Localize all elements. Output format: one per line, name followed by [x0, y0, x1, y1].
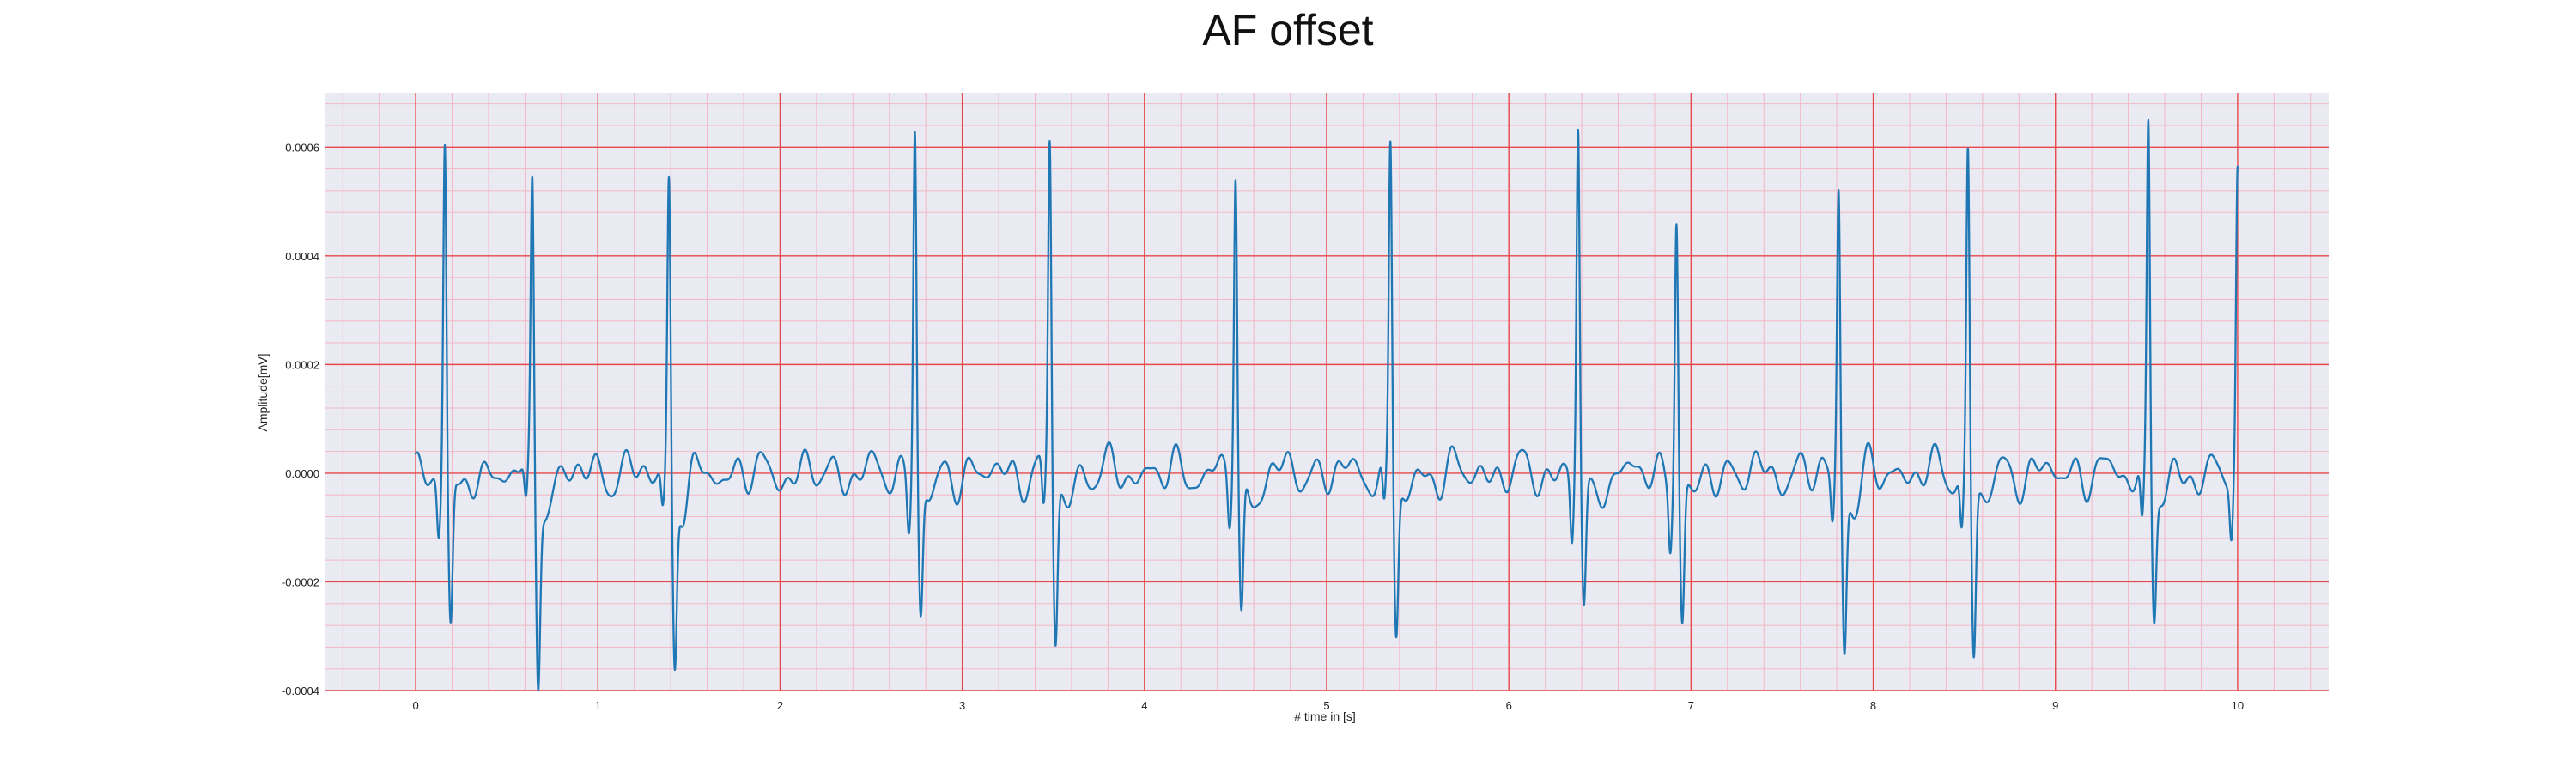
y-axis-ticks: -0.0004 -0.0002 0.0000 0.0002 0.0004 0.0006 — [282, 141, 319, 697]
x-tick-label: 10 — [2232, 699, 2244, 712]
x-tick-label: 1 — [595, 699, 601, 712]
major-grid — [325, 93, 2329, 691]
x-tick-label: 6 — [1506, 699, 1512, 712]
y-tick-label: -0.0002 — [282, 575, 319, 588]
x-tick-label: 8 — [1870, 699, 1876, 712]
x-tick-label: 0 — [412, 699, 418, 712]
x-tick-label: 4 — [1141, 699, 1147, 712]
y-tick-label: 0.0004 — [285, 250, 319, 263]
x-axis-label: # time in [s] — [1294, 709, 1356, 723]
y-axis-label: Amplitude[mV] — [256, 353, 270, 431]
chart-title: AF offset — [1202, 6, 1373, 54]
plot-area — [325, 93, 2329, 691]
y-tick-label: 0.0006 — [285, 141, 319, 154]
ecg-series-line — [414, 119, 2239, 691]
y-tick-label: 0.0002 — [285, 358, 319, 371]
y-tick-label: 0.0000 — [285, 467, 319, 480]
x-tick-label: 7 — [1688, 699, 1694, 712]
x-tick-label: 9 — [2052, 699, 2058, 712]
x-axis-ticks: 0 1 2 3 4 5 6 7 8 9 10 — [412, 699, 2244, 712]
x-tick-label: 2 — [777, 699, 783, 712]
y-tick-label: -0.0004 — [282, 685, 319, 697]
x-tick-label: 3 — [959, 699, 965, 712]
x-tick-label: 5 — [1323, 699, 1329, 712]
